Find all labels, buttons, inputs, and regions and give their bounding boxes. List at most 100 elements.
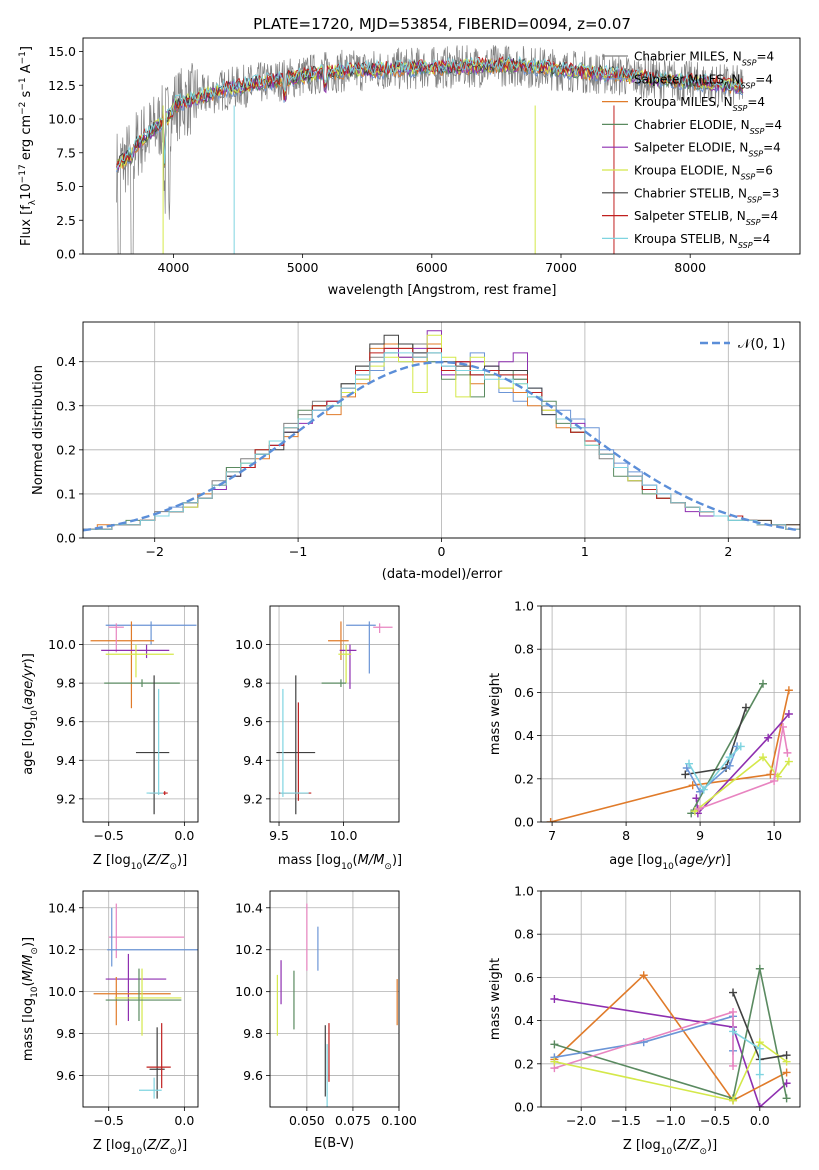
x-tick-label: 8 bbox=[622, 828, 630, 843]
y-tick-label: 0.8 bbox=[514, 927, 534, 942]
y-axis-label: Normed distribution bbox=[31, 365, 46, 495]
weight-marker-kroupa_stelib bbox=[755, 1070, 764, 1079]
y-tick-label: 10.0 bbox=[48, 112, 76, 127]
y-tick-label: 0.0 bbox=[56, 531, 76, 546]
y-tick-label: 9.4 bbox=[243, 753, 263, 768]
weight-marker-salpeter_elodie bbox=[764, 733, 773, 742]
x-tick-label: 0.100 bbox=[381, 1113, 417, 1128]
weight-marker-kroupa_elodie bbox=[550, 1057, 559, 1066]
y-tick-label: 0.3 bbox=[56, 398, 76, 413]
weight-line-kroupa_elodie bbox=[694, 756, 790, 812]
y-tick-label: 0.4 bbox=[514, 1013, 534, 1028]
x-tick-label: 8000 bbox=[674, 260, 706, 275]
y-tick-label: 9.6 bbox=[56, 714, 76, 729]
y-tick-label: 9.2 bbox=[56, 791, 76, 806]
weight-marker-salpeter_elodie bbox=[755, 1103, 764, 1107]
y-tick-label: 0.0 bbox=[514, 815, 534, 830]
x-axis-label: Z [log10(Z/Z⊙)] bbox=[93, 853, 187, 872]
gaussian-curve bbox=[83, 360, 800, 532]
y-tick-label: 0.2 bbox=[514, 771, 534, 786]
y-tick-label: 10.0 bbox=[48, 637, 76, 652]
panel-8: −2.0 −1.5 −1.0 −0.5 0.0 0.0 0.2 0.4 0.6 0.8 1.0 mas… bbox=[488, 884, 801, 1157]
weight-marker-salpeter_elodie bbox=[550, 995, 559, 1003]
x-tick-label: −2.0 bbox=[566, 1113, 596, 1128]
x-tick-label: 9 bbox=[696, 828, 704, 843]
y-tick-label: 9.6 bbox=[243, 714, 263, 729]
y-tick-label: 9.6 bbox=[243, 1068, 263, 1083]
y-axis-label: mass [log10(M/M⊙)] bbox=[21, 937, 40, 1061]
y-tick-label: 10.4 bbox=[48, 900, 76, 915]
panel-5: 7 8 9 10 0.0 0.2 0.4 0.6 0.8 1.0 mass weight age [l… bbox=[488, 599, 801, 872]
x-tick-label: 2 bbox=[724, 544, 732, 559]
histogram-kroupa_stelib bbox=[83, 352, 800, 538]
x-axis-label: E(B-V) bbox=[314, 1136, 354, 1151]
weight-line-kroupa_miles bbox=[553, 973, 787, 1102]
weight-marker-chabrier_elodie bbox=[759, 679, 767, 688]
legend-label-kroupa_miles: Kroupa MILES, NSSP=4 bbox=[634, 95, 765, 113]
weight-marker-kroupa_miles bbox=[782, 1068, 791, 1077]
weight-marker-chabrier_elodie bbox=[782, 1094, 791, 1103]
plot-area bbox=[546, 679, 793, 822]
y-tick-label: 15.0 bbox=[48, 44, 76, 59]
weight-line-extra_pink bbox=[698, 726, 789, 810]
weight-marker-kroupa_stelib bbox=[685, 759, 693, 768]
x-tick-label: 0.075 bbox=[335, 1113, 371, 1128]
x-tick-label: −1.0 bbox=[655, 1113, 685, 1128]
axes-frame bbox=[82, 890, 199, 1108]
y-tick-label: 1.0 bbox=[514, 884, 534, 899]
x-tick-label: −0.5 bbox=[94, 828, 124, 843]
x-axis-label: Z [log10(Z/Z⊙)] bbox=[93, 1138, 187, 1157]
x-tick-label: 6000 bbox=[416, 260, 448, 275]
axes-frame bbox=[82, 321, 801, 539]
y-tick-label: 10.0 bbox=[235, 984, 263, 999]
legend-gaussian-label: 𝒩(0, 1) bbox=[738, 337, 785, 352]
panel-4: 9.5 10.0 9.2 9.4 9.6 9.8 10.0 mass [log10(M/M⊙)… bbox=[235, 605, 402, 872]
weight-marker-extra_pink bbox=[694, 805, 703, 814]
y-axis-label: mass weight bbox=[488, 958, 503, 1040]
weight-marker-kroupa_stelib bbox=[755, 1044, 764, 1053]
panel-3: −0.5 0.0 9.2 9.4 9.6 9.8 10.0 Z [log10(Z/Z⊙)] ag… bbox=[21, 605, 199, 872]
axes-frame bbox=[269, 890, 400, 1108]
weight-marker-salpeter_miles bbox=[725, 761, 734, 770]
y-tick-label: 9.6 bbox=[56, 1068, 76, 1083]
weight-marker-extra_pink bbox=[778, 722, 787, 731]
panel-2: −2 −1 0 1 2 0.0 0.1 0.2 0.3 0.4 𝒩(0, 1) (data-model… bbox=[31, 321, 801, 582]
x-tick-label: 4000 bbox=[158, 260, 190, 275]
legend-label-salpeter_miles: Salpeter MILES, NSSP=4 bbox=[634, 72, 773, 90]
weight-line-kroupa_elodie bbox=[554, 1040, 788, 1102]
weight-marker-extra_pink bbox=[729, 1007, 738, 1016]
y-axis-label: mass weight bbox=[488, 673, 503, 755]
axes-frame bbox=[82, 605, 199, 823]
plot-area bbox=[90, 621, 197, 815]
plot-area bbox=[83, 330, 800, 538]
y-tick-label: 0.0 bbox=[514, 1100, 534, 1115]
weight-marker-chabrier_stelib bbox=[782, 1051, 791, 1060]
weight-line-salpeter_miles bbox=[686, 746, 738, 794]
weight-marker-kroupa_miles bbox=[639, 971, 648, 980]
y-tick-label: 0.0 bbox=[56, 247, 76, 262]
weight-marker-kroupa_miles bbox=[688, 781, 697, 790]
x-tick-label: −0.5 bbox=[700, 1113, 730, 1128]
y-tick-label: 1.0 bbox=[514, 599, 534, 614]
weight-line-chabrier_elodie bbox=[690, 683, 764, 814]
weight-line-chabrier_stelib bbox=[685, 707, 747, 776]
x-tick-label: 1 bbox=[581, 544, 589, 559]
weight-marker-salpeter_miles bbox=[682, 764, 691, 772]
y-tick-label: 9.2 bbox=[243, 791, 263, 806]
plot-area bbox=[93, 903, 198, 1099]
weight-marker-chabrier_elodie bbox=[550, 1040, 559, 1049]
x-tick-label: 0.050 bbox=[289, 1113, 325, 1128]
x-tick-label: 0.0 bbox=[750, 1113, 770, 1128]
y-tick-label: 9.8 bbox=[243, 676, 263, 691]
x-tick-label: −0.5 bbox=[94, 1113, 124, 1128]
y-tick-label: 10.0 bbox=[235, 637, 263, 652]
x-tick-label: 9.5 bbox=[269, 828, 289, 843]
x-tick-label: −1 bbox=[289, 544, 307, 559]
weight-marker-chabrier_stelib bbox=[741, 703, 750, 712]
legend-label-salpeter_stelib: Salpeter STELIB, NSSP=4 bbox=[634, 209, 778, 227]
legend-label-kroupa_elodie: Kroupa ELODIE, NSSP=6 bbox=[634, 164, 773, 182]
y-tick-label: 10.2 bbox=[48, 942, 76, 957]
y-tick-label: 7.5 bbox=[56, 145, 76, 160]
y-tick-label: 0.1 bbox=[56, 486, 76, 501]
